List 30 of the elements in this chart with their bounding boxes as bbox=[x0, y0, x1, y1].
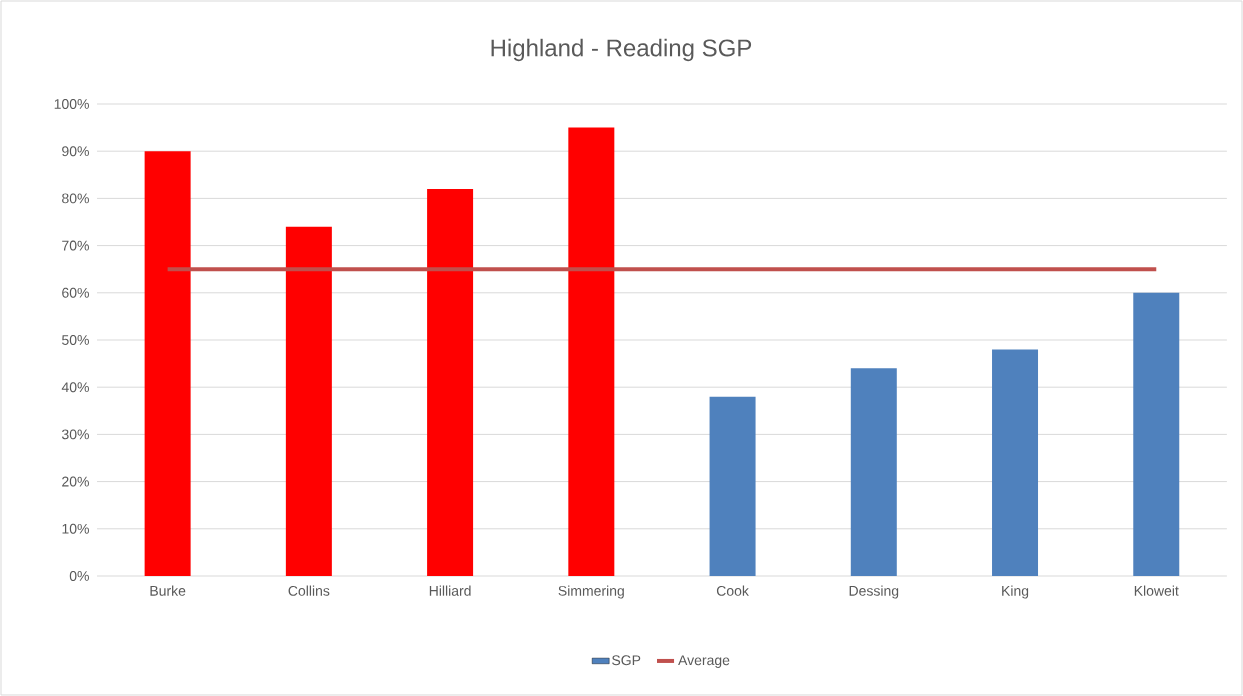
bar bbox=[285, 226, 332, 576]
bar bbox=[144, 151, 191, 576]
x-tick-label: Simmering bbox=[558, 585, 624, 599]
bar bbox=[427, 188, 474, 576]
legend-label: Average bbox=[678, 655, 730, 668]
y-tick-label: 70% bbox=[62, 240, 89, 251]
y-tick-label: 90% bbox=[62, 146, 89, 157]
y-tick-label: 20% bbox=[62, 476, 89, 487]
x-tick-label: Kloweit bbox=[1134, 585, 1179, 596]
x-tick-label: Hilliard bbox=[429, 585, 471, 596]
y-tick-label: 60% bbox=[62, 287, 89, 298]
y-tick-label: 50% bbox=[62, 335, 89, 345]
bar bbox=[568, 127, 615, 576]
bar bbox=[709, 396, 756, 576]
x-tick-label: King bbox=[1002, 585, 1029, 599]
bar bbox=[1133, 292, 1180, 576]
x-tick-label: Burke bbox=[150, 585, 186, 596]
chart-title: Highland - Reading SGP bbox=[491, 38, 752, 62]
y-tick-label: 30% bbox=[61, 429, 89, 440]
bar bbox=[850, 368, 897, 576]
bar bbox=[992, 349, 1039, 576]
y-tick-label: 40% bbox=[61, 382, 89, 393]
legend-label: SGP bbox=[612, 655, 641, 666]
y-tick-label: 100% bbox=[54, 99, 89, 109]
x-tick-label: Dessing bbox=[849, 585, 899, 599]
x-tick-label: Collins bbox=[288, 585, 330, 596]
y-tick-label: 80% bbox=[62, 193, 89, 204]
x-tick-label: Cook bbox=[716, 585, 749, 596]
y-tick-label: 0% bbox=[69, 571, 89, 581]
y-tick-label: 10% bbox=[62, 523, 89, 534]
